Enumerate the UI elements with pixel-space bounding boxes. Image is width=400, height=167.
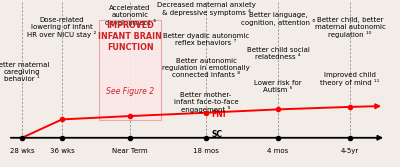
Text: Improved child
theory of mind ¹¹: Improved child theory of mind ¹¹ (320, 72, 380, 86)
Text: 28 wks: 28 wks (10, 148, 34, 154)
Bar (99, 20, 161, 120)
Text: Near Term: Near Term (112, 148, 148, 154)
Text: Lower risk for
Autism ⁵: Lower risk for Autism ⁵ (254, 80, 302, 93)
Text: Decreased maternal anxiety
& depressive symptoms ⁴: Decreased maternal anxiety & depressive … (156, 2, 256, 16)
Text: Better child social
relatedness ⁴: Better child social relatedness ⁴ (246, 47, 310, 60)
Text: 4-5yr: 4-5yr (341, 148, 359, 154)
Text: 36 wks: 36 wks (50, 148, 74, 154)
Text: 18 mos: 18 mos (193, 148, 219, 154)
Text: Better child, better
maternal autonomic
regulation ¹⁰: Better child, better maternal autonomic … (314, 17, 386, 38)
Text: IMPROVED
INFANT BRAIN
FUNCTION: IMPROVED INFANT BRAIN FUNCTION (98, 21, 162, 52)
Text: Better mother-
infant face-to-face
engagement ⁹: Better mother- infant face-to-face engag… (174, 92, 238, 113)
Text: Better language,
cognition, attention ⁶: Better language, cognition, attention ⁶ (241, 12, 315, 26)
Text: FNI: FNI (211, 110, 226, 119)
Text: Better dyadic autonomic
reflex behaviors ⁷: Better dyadic autonomic reflex behaviors… (163, 33, 249, 46)
Text: Accelerated
autonomic
development ³: Accelerated autonomic development ³ (104, 5, 156, 26)
Text: See Figure 2: See Figure 2 (106, 87, 154, 96)
Text: Dose-related
lowering of infant
HR over NICU stay ²: Dose-related lowering of infant HR over … (27, 17, 97, 38)
Text: SC: SC (211, 130, 222, 139)
Text: Better maternal
caregiving
behavior ¹: Better maternal caregiving behavior ¹ (0, 62, 50, 82)
Text: Better autonomic
regulation in emotionally
connected infants ⁸: Better autonomic regulation in emotional… (162, 58, 250, 78)
Text: 4 mos: 4 mos (267, 148, 289, 154)
